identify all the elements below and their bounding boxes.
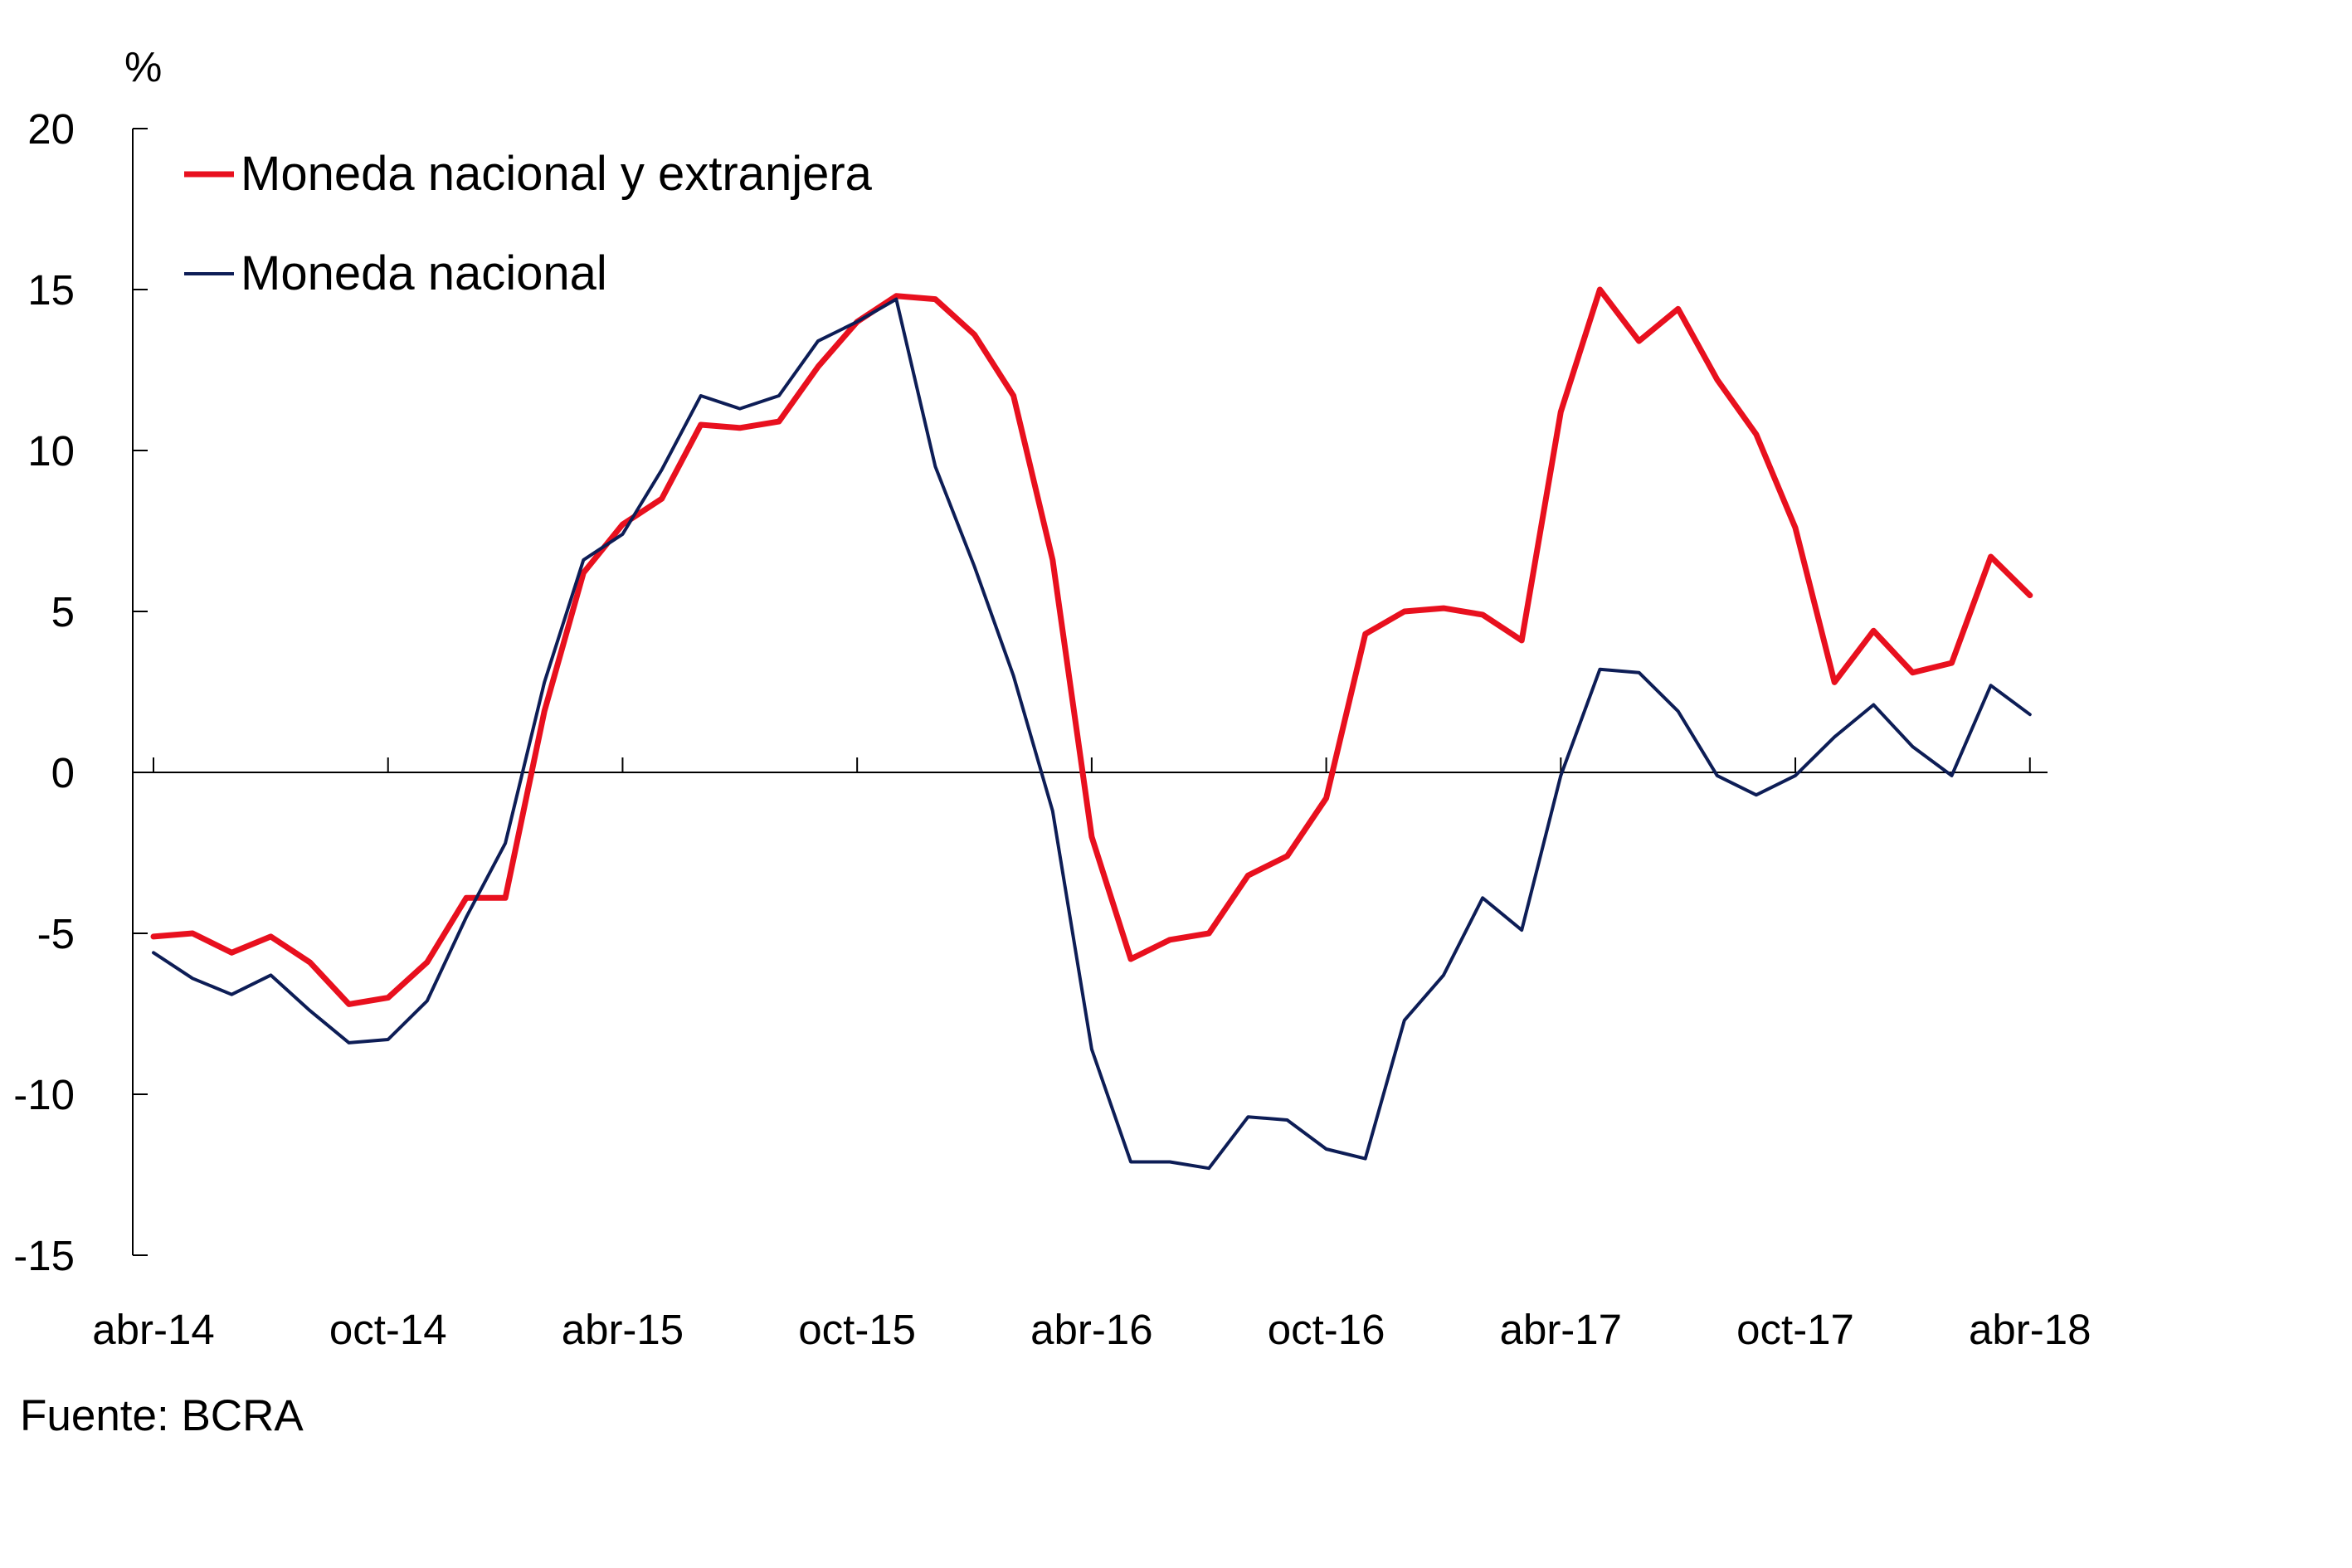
x-tick-label: oct-17: [1736, 1306, 1854, 1353]
series-line-1: [150, 286, 2033, 1007]
legend-label-series-2: Moneda nacional: [241, 246, 607, 300]
series-layer: [150, 286, 2033, 1171]
x-tick-label: abr-15: [562, 1306, 684, 1353]
x-tick-label: oct-15: [798, 1306, 916, 1353]
source-note: Fuente: BCRA: [20, 1391, 304, 1440]
x-tick-label: abr-18: [1969, 1306, 2091, 1353]
y-tick-label: 5: [51, 588, 75, 635]
y-tick-label: 20: [27, 105, 75, 153]
x-tick-label: abr-17: [1500, 1306, 1622, 1353]
x-tick-label: abr-16: [1030, 1306, 1152, 1353]
series-line-2: [152, 297, 2032, 1171]
x-axis: abr-14 oct-14 abr-15 oct-15 abr-16 oct-16 abr-…: [92, 757, 2091, 1353]
x-tick-label: abr-14: [92, 1306, 214, 1353]
legend: Moneda nacional y extranjera Moneda naci…: [184, 147, 873, 300]
x-tick-label: oct-16: [1268, 1306, 1385, 1353]
legend-label-series-1: Moneda nacional y extranjera: [241, 147, 873, 201]
y-tick-label: 0: [51, 749, 75, 796]
y-tick-label: -15: [13, 1232, 75, 1279]
y-tick-label: 15: [27, 266, 75, 314]
y-tick-label: -5: [37, 910, 75, 957]
y-axis: -15 -10 -5 0 5 10 15 20: [13, 105, 148, 1279]
x-tick-label: oct-14: [329, 1306, 447, 1353]
y-unit-label: %: [124, 43, 162, 90]
y-tick-label: -10: [13, 1071, 75, 1118]
y-tick-label: 10: [27, 427, 75, 475]
